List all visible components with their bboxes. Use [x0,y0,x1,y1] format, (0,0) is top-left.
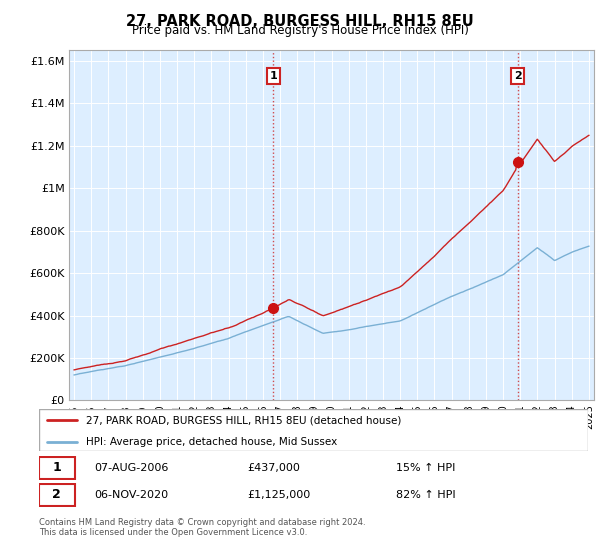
FancyBboxPatch shape [39,457,74,479]
Text: Price paid vs. HM Land Registry's House Price Index (HPI): Price paid vs. HM Land Registry's House … [131,24,469,37]
Text: £1,125,000: £1,125,000 [248,490,311,500]
Text: £437,000: £437,000 [248,463,301,473]
FancyBboxPatch shape [39,409,588,451]
Text: 82% ↑ HPI: 82% ↑ HPI [396,490,455,500]
Text: 1: 1 [269,71,277,81]
Text: 2: 2 [514,71,521,81]
Text: Contains HM Land Registry data © Crown copyright and database right 2024.
This d: Contains HM Land Registry data © Crown c… [39,518,365,538]
Text: 2: 2 [52,488,61,501]
Text: HPI: Average price, detached house, Mid Sussex: HPI: Average price, detached house, Mid … [86,437,337,446]
FancyBboxPatch shape [39,484,74,506]
Text: 15% ↑ HPI: 15% ↑ HPI [396,463,455,473]
Text: 06-NOV-2020: 06-NOV-2020 [94,490,168,500]
Text: 07-AUG-2006: 07-AUG-2006 [94,463,168,473]
Text: 1: 1 [52,461,61,474]
Text: 27, PARK ROAD, BURGESS HILL, RH15 8EU: 27, PARK ROAD, BURGESS HILL, RH15 8EU [126,14,474,29]
Text: 27, PARK ROAD, BURGESS HILL, RH15 8EU (detached house): 27, PARK ROAD, BURGESS HILL, RH15 8EU (d… [86,415,401,425]
